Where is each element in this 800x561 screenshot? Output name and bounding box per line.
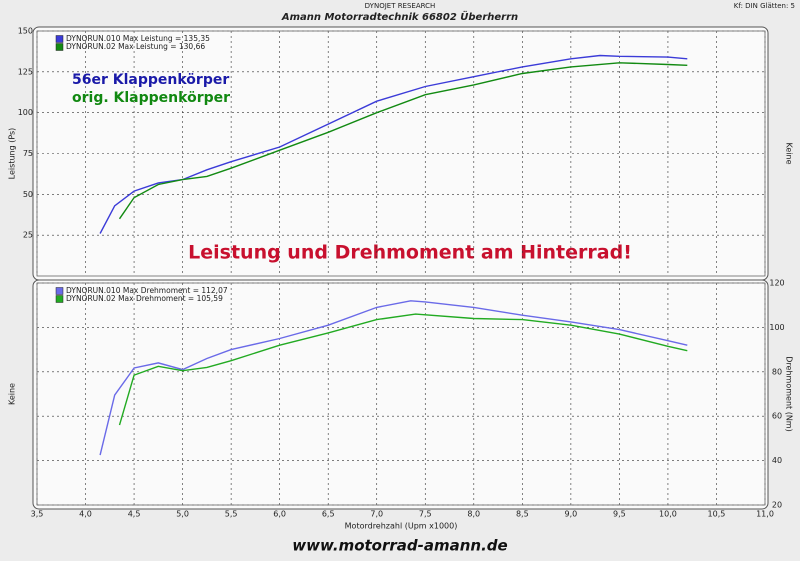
panel-bottom: [32, 279, 769, 510]
line: [118, 313, 688, 426]
x-tick-label: 4,5: [128, 510, 141, 519]
y-tick-label: 150: [18, 27, 33, 36]
plot-frame: [36, 282, 766, 506]
y-axis-label: Keine: [8, 383, 17, 405]
legend-swatch: [55, 295, 64, 303]
legend-swatch: [55, 35, 64, 43]
x-tick-label: 7,5: [419, 510, 432, 519]
source: DYNOJET RESEARCH: [365, 2, 436, 10]
annotation: orig. Klappenkörper: [72, 90, 230, 106]
x-tick-label: 5,5: [225, 510, 238, 519]
x-axis-label: Motordrehzahl (Upm x1000): [345, 522, 458, 531]
x-tick-label: 11,0: [756, 510, 774, 519]
legend-label: DYNORUN.010 Max Drehmoment = 112,07: [66, 286, 228, 295]
y2-axis-label: Keine: [785, 143, 794, 165]
line: [99, 300, 688, 456]
y-tick-label: 120: [769, 279, 784, 288]
header-title: Amann Motorradtechnik 66802 Überherrn: [281, 9, 518, 23]
y-tick-label: 100: [18, 108, 33, 117]
x-tick-label: 3,5: [31, 510, 44, 519]
y-tick-label: 80: [772, 367, 782, 376]
x-tick-label: 4,0: [79, 510, 92, 519]
y-tick-label: 100: [769, 323, 784, 332]
y2-axis-label: Drehmoment (Nm): [785, 356, 794, 431]
x-tick-label: 6,0: [273, 510, 286, 519]
x-tick-label: 7,0: [370, 510, 383, 519]
y-tick-label: 125: [18, 67, 33, 76]
legend-swatch: [55, 287, 64, 295]
legend-swatch: [55, 43, 64, 51]
x-tick-label: 10,0: [659, 510, 677, 519]
line: [118, 62, 688, 220]
settings: Kf: DIN Glätten: 5: [734, 2, 795, 10]
annotation: 56er Klappenkörper: [72, 72, 229, 88]
x-tick-label: 8,5: [516, 510, 529, 519]
x-tick-label: 9,5: [613, 510, 626, 519]
y-tick-label: 20: [772, 501, 782, 510]
x-tick-label: 5,0: [176, 510, 189, 519]
footer: www.motorrad-amann.de: [292, 537, 507, 555]
y-axis-label: Leistung (Ps): [8, 128, 17, 180]
legend-label: DYNORUN.02 Max Drehmoment = 105,59: [66, 294, 223, 303]
x-tick-label: 10,5: [708, 510, 726, 519]
legend-label: DYNORUN.02 Max Leistung = 130,66: [66, 42, 205, 51]
y-tick-label: 40: [772, 456, 782, 465]
x-tick-label: 9,0: [564, 510, 577, 519]
y-tick-label: 60: [772, 412, 782, 421]
y-tick-label: 50: [23, 190, 33, 199]
x-tick-label: 8,0: [467, 510, 480, 519]
legend-label: DYNORUN.010 Max Leistung = 135,35: [66, 34, 210, 43]
y-tick-label: 75: [23, 149, 33, 158]
line: [99, 54, 688, 234]
y-tick-label: 25: [23, 231, 33, 240]
plot-frame: [36, 30, 766, 277]
banner: Leistung und Drehmoment am Hinterrad!: [188, 242, 632, 264]
x-tick-label: 6,5: [322, 510, 335, 519]
